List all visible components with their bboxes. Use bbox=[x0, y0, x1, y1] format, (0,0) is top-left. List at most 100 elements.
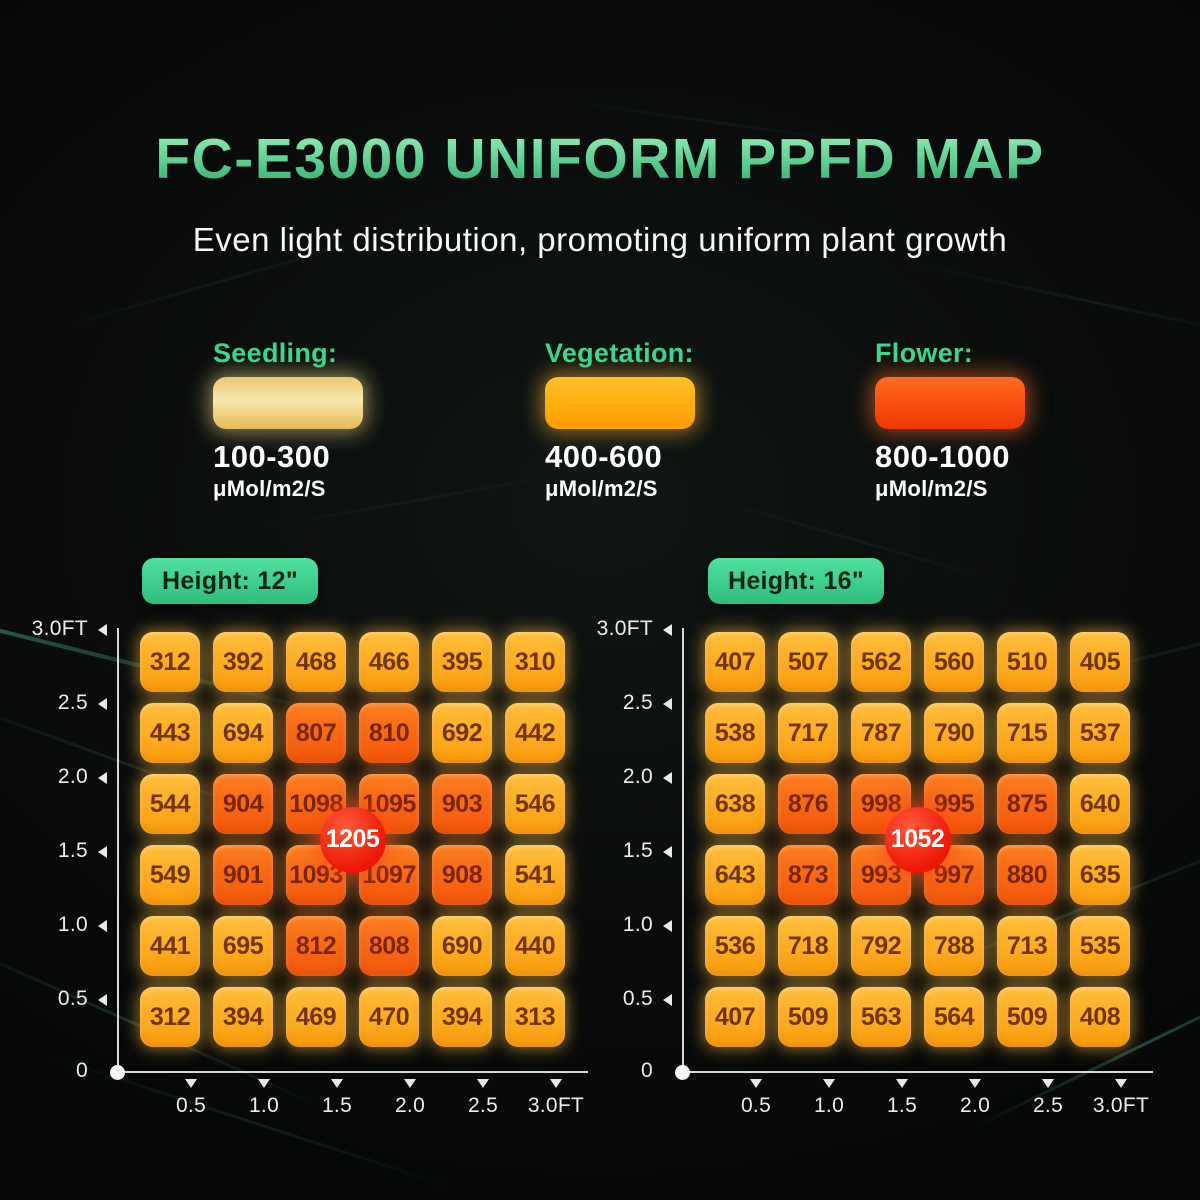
ppfd-cell: 564 bbox=[924, 987, 984, 1047]
legend-item-vegetation: Vegetation: 400-600 μMol/m2/S bbox=[545, 338, 715, 502]
ppfd-cell: 993 bbox=[851, 845, 911, 905]
ppfd-cell: 694 bbox=[213, 703, 273, 763]
x-axis-line bbox=[118, 1071, 588, 1073]
left-arrow-icon bbox=[98, 624, 107, 636]
ppfd-cell: 507 bbox=[778, 632, 838, 692]
axis-origin-dot bbox=[675, 1065, 690, 1080]
x-axis-tick-label: 2.0 bbox=[959, 1094, 991, 1117]
x-axis-tick-label: 2.5 bbox=[467, 1094, 499, 1117]
ppfd-cell: 394 bbox=[213, 987, 273, 1047]
ppfd-cell: 635 bbox=[1070, 845, 1130, 905]
y-axis-tick-label: 3.0FT bbox=[596, 617, 653, 640]
height-badge: Height: 16" bbox=[708, 558, 884, 604]
ppfd-cell: 510 bbox=[997, 632, 1057, 692]
legend-unit: μMol/m2/S bbox=[875, 476, 988, 501]
ppfd-cell: 692 bbox=[432, 703, 492, 763]
ppfd-cell: 792 bbox=[851, 916, 911, 976]
y-axis-tick-label: 2.5 bbox=[622, 691, 653, 714]
peak-value-badge: 1205 bbox=[319, 806, 386, 873]
ppfd-cell: 440 bbox=[505, 916, 565, 976]
down-arrow-icon bbox=[750, 1079, 762, 1088]
y-axis-tick-label: 1.5 bbox=[57, 839, 88, 862]
y-axis-tick-label: 2.0 bbox=[57, 765, 88, 788]
ppfd-cell: 873 bbox=[778, 845, 838, 905]
ppfd-cell: 787 bbox=[851, 703, 911, 763]
down-arrow-icon bbox=[823, 1079, 835, 1088]
ppfd-cell: 405 bbox=[1070, 632, 1130, 692]
ppfd-cell: 535 bbox=[1070, 916, 1130, 976]
height-badge: Height: 12" bbox=[142, 558, 318, 604]
down-arrow-icon bbox=[258, 1079, 270, 1088]
legend-item-seedling: Seedling: 100-300 μMol/m2/S bbox=[213, 338, 383, 502]
page-title: FC-E3000 UNIFORM PPFD MAP bbox=[0, 126, 1200, 192]
ppfd-cell: 313 bbox=[505, 987, 565, 1047]
y-axis-line bbox=[682, 628, 684, 1072]
y-axis-tick-label: 3.0FT bbox=[31, 617, 88, 640]
legend-swatch-flower bbox=[875, 377, 1025, 429]
down-arrow-icon bbox=[404, 1079, 416, 1088]
ppfd-cell: 394 bbox=[432, 987, 492, 1047]
y-axis-tick-label: 0 bbox=[76, 1059, 88, 1082]
ppfd-cell: 718 bbox=[778, 916, 838, 976]
down-arrow-icon bbox=[969, 1079, 981, 1088]
ppfd-cell: 312 bbox=[140, 987, 200, 1047]
left-arrow-icon bbox=[98, 772, 107, 784]
ppfd-cell: 546 bbox=[505, 774, 565, 834]
legend-label: Flower: bbox=[875, 338, 974, 368]
y-axis-tick-label: 1.0 bbox=[57, 913, 88, 936]
ppfd-cell: 469 bbox=[286, 987, 346, 1047]
left-arrow-icon bbox=[663, 624, 672, 636]
ppfd-cell: 810 bbox=[359, 703, 419, 763]
ppfd-cell: 715 bbox=[997, 703, 1057, 763]
x-axis-tick-label: 0.5 bbox=[175, 1094, 207, 1117]
y-axis-tick-label: 2.0 bbox=[622, 765, 653, 788]
ppfd-cell: 875 bbox=[997, 774, 1057, 834]
ppfd-cell: 466 bbox=[359, 632, 419, 692]
x-axis-tick-label: 2.5 bbox=[1032, 1094, 1064, 1117]
ppfd-cell: 717 bbox=[778, 703, 838, 763]
left-arrow-icon bbox=[98, 698, 107, 710]
ppfd-cell: 441 bbox=[140, 916, 200, 976]
y-axis-tick-label: 0.5 bbox=[622, 987, 653, 1010]
y-axis-tick-label: 1.5 bbox=[622, 839, 653, 862]
ppfd-cell: 312 bbox=[140, 632, 200, 692]
legend-swatch-seedling bbox=[213, 377, 363, 429]
left-arrow-icon bbox=[663, 846, 672, 858]
ppfd-cell: 407 bbox=[705, 987, 765, 1047]
ppfd-cell: 690 bbox=[432, 916, 492, 976]
ppfd-cell: 468 bbox=[286, 632, 346, 692]
legend-item-flower: Flower: 800-1000 μMol/m2/S bbox=[875, 338, 1045, 502]
left-arrow-icon bbox=[663, 994, 672, 1006]
y-axis-tick-label: 2.5 bbox=[57, 691, 88, 714]
down-arrow-icon bbox=[477, 1079, 489, 1088]
ppfd-cell: 442 bbox=[505, 703, 565, 763]
ppfd-cell: 788 bbox=[924, 916, 984, 976]
down-arrow-icon bbox=[185, 1079, 197, 1088]
y-axis-tick-label: 0.5 bbox=[57, 987, 88, 1010]
down-arrow-icon bbox=[1042, 1079, 1054, 1088]
x-axis-tick-label: 3.0FT bbox=[527, 1094, 585, 1117]
ppfd-cell: 640 bbox=[1070, 774, 1130, 834]
ppfd-cell: 392 bbox=[213, 632, 273, 692]
ppfd-cell: 880 bbox=[997, 845, 1057, 905]
left-arrow-icon bbox=[663, 772, 672, 784]
x-axis-tick-label: 2.0 bbox=[394, 1094, 426, 1117]
down-arrow-icon bbox=[896, 1079, 908, 1088]
ppfd-cell: 807 bbox=[286, 703, 346, 763]
x-axis-line bbox=[683, 1071, 1153, 1073]
x-axis-tick-label: 3.0FT bbox=[1092, 1094, 1150, 1117]
ppfd-cell: 310 bbox=[505, 632, 565, 692]
x-axis-tick-label: 0.5 bbox=[740, 1094, 772, 1117]
axis-origin-dot bbox=[110, 1065, 125, 1080]
x-axis-tick-label: 1.5 bbox=[886, 1094, 918, 1117]
legend-swatch-vegetation bbox=[545, 377, 695, 429]
ppfd-cell: 812 bbox=[286, 916, 346, 976]
ppfd-cell: 638 bbox=[705, 774, 765, 834]
y-axis-tick-label: 1.0 bbox=[622, 913, 653, 936]
ppfd-cell: 395 bbox=[432, 632, 492, 692]
ppfd-cell: 643 bbox=[705, 845, 765, 905]
ppfd-cell: 536 bbox=[705, 916, 765, 976]
legend-label: Seedling: bbox=[213, 338, 338, 368]
x-axis-tick-label: 1.0 bbox=[248, 1094, 280, 1117]
ppfd-cell: 407 bbox=[705, 632, 765, 692]
